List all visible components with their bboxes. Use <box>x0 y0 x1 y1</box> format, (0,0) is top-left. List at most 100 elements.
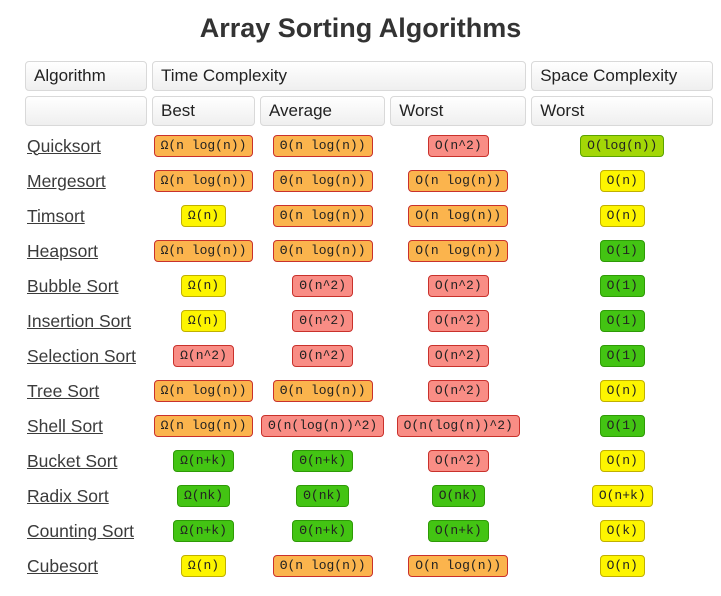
complexity-badge: Ω(n+k) <box>173 520 234 542</box>
complexity-badge: O(1) <box>599 275 645 297</box>
table-row: Heapsort Ω(n log(n)) Θ(n log(n)) O(n log(n)… <box>25 236 713 266</box>
cell-best: Ω(n^2) <box>152 341 255 371</box>
table-row: Timsort Ω(n) Θ(n log(n)) O(n log(n)) O(n) <box>25 201 713 231</box>
complexity-badge: O(n) <box>599 555 645 577</box>
complexity-badge: Θ(n^2) <box>292 310 354 332</box>
header-row-groups: Algorithm Time Complexity Space Complexi… <box>25 61 714 91</box>
cell-space-worst: O(k) <box>531 516 713 546</box>
algorithm-link[interactable]: Heapsort <box>27 240 99 261</box>
algorithm-link[interactable]: Counting Sort <box>27 520 135 541</box>
table-row: Bucket Sort Ω(n+k) Θ(n+k) O(n^2) O(n) <box>25 446 713 476</box>
complexity-badge: Θ(n log(n)) <box>272 240 373 262</box>
cell-average: Θ(n log(n)) <box>260 131 385 161</box>
table-row: Selection Sort Ω(n^2) Θ(n^2) O(n^2) O(1) <box>25 341 713 371</box>
complexity-badge: O(n log(n)) <box>408 170 509 192</box>
cell-algorithm: Timsort <box>25 201 147 231</box>
complexity-badge: O(n^2) <box>427 450 489 472</box>
cell-average: Θ(n+k) <box>260 446 385 476</box>
complexity-badge: O(n) <box>599 450 645 472</box>
cell-worst: O(n+k) <box>390 516 526 546</box>
cell-algorithm: Heapsort <box>25 236 147 266</box>
cell-worst: O(n(log(n))^2) <box>390 411 526 441</box>
complexity-badge: O(1) <box>599 240 645 262</box>
header-space-worst: Worst <box>531 96 714 126</box>
complexity-badge: O(n log(n)) <box>408 555 509 577</box>
complexity-badge: O(1) <box>599 345 645 367</box>
cell-best: Ω(n log(n)) <box>152 411 255 441</box>
complexity-badge: Ω(n^2) <box>173 345 234 367</box>
cell-algorithm: Insertion Sort <box>25 306 147 336</box>
cell-worst: O(n^2) <box>390 306 526 336</box>
table-row: Insertion Sort Ω(n) Θ(n^2) O(n^2) O(1) <box>25 306 713 336</box>
cell-average: Θ(n log(n)) <box>260 551 385 581</box>
cell-algorithm: Counting Sort <box>25 516 147 546</box>
cell-space-worst: O(n) <box>531 551 713 581</box>
complexity-badge: O(n^2) <box>427 275 489 297</box>
cell-algorithm: Selection Sort <box>25 341 147 371</box>
cell-worst: O(nk) <box>390 481 526 511</box>
cell-average: Θ(n^2) <box>260 271 385 301</box>
cell-space-worst: O(n+k) <box>531 481 713 511</box>
complexity-badge: O(1) <box>599 310 645 332</box>
complexity-badge: O(n+k) <box>591 485 653 507</box>
cell-space-worst: O(1) <box>531 411 713 441</box>
algorithm-link[interactable]: Selection Sort <box>27 345 136 366</box>
complexity-badge: Θ(n log(n)) <box>272 555 373 577</box>
table-row: Radix Sort Ω(nk) Θ(nk) O(nk) O(n+k) <box>25 481 713 511</box>
algorithm-link[interactable]: Cubesort <box>27 555 99 576</box>
complexity-badge: Ω(n log(n)) <box>153 170 254 192</box>
sorting-algorithms-table: Algorithm Time Complexity Space Complexi… <box>20 56 718 586</box>
algorithm-link[interactable]: Mergesort <box>27 170 106 191</box>
table-row: Mergesort Ω(n log(n)) Θ(n log(n)) O(n log(n… <box>25 166 713 196</box>
complexity-badge: Ω(nk) <box>176 485 230 507</box>
complexity-badge: O(n log(n)) <box>408 205 509 227</box>
cell-average: Θ(n^2) <box>260 341 385 371</box>
cell-worst: O(n^2) <box>390 131 526 161</box>
cell-space-worst: O(log(n)) <box>531 131 713 161</box>
complexity-badge: O(1) <box>599 415 645 437</box>
complexity-badge: O(n) <box>599 170 645 192</box>
algorithm-link[interactable]: Bucket Sort <box>27 450 118 471</box>
header-space-complexity: Space Complexity <box>531 61 714 91</box>
cell-best: Ω(n) <box>152 271 255 301</box>
header-time-complexity: Time Complexity <box>152 61 527 91</box>
cell-best: Ω(n+k) <box>152 446 255 476</box>
table-row: Counting Sort Ω(n+k) Θ(n+k) O(n+k) O(k) <box>25 516 713 546</box>
complexity-badge: O(n(log(n))^2) <box>396 415 520 437</box>
algorithm-link[interactable]: Insertion Sort <box>27 310 132 331</box>
complexity-badge: Θ(n log(n)) <box>272 205 373 227</box>
complexity-badge: Ω(n log(n)) <box>153 240 254 262</box>
cell-worst: O(n log(n)) <box>390 166 526 196</box>
cell-algorithm: Bucket Sort <box>25 446 147 476</box>
algorithm-link[interactable]: Radix Sort <box>27 485 109 506</box>
algorithm-link[interactable]: Timsort <box>27 205 85 226</box>
table-row: Cubesort Ω(n) Θ(n log(n)) O(n log(n)) O(n) <box>25 551 713 581</box>
cell-average: Θ(nk) <box>260 481 385 511</box>
header-empty <box>25 96 147 126</box>
page: Array Sorting Algorithms Algorithm Time … <box>0 13 721 586</box>
cell-algorithm: Radix Sort <box>25 481 147 511</box>
cell-space-worst: O(n) <box>531 166 713 196</box>
complexity-badge: Θ(n log(n)) <box>272 170 373 192</box>
complexity-badge: O(n) <box>599 380 645 402</box>
cell-algorithm: Mergesort <box>25 166 147 196</box>
complexity-badge: Ω(n) <box>180 275 227 297</box>
header-worst: Worst <box>390 96 527 126</box>
complexity-badge: Θ(n(log(n))^2) <box>261 415 385 437</box>
complexity-badge: O(nk) <box>431 485 485 507</box>
cell-best: Ω(n+k) <box>152 516 255 546</box>
header-algorithm: Algorithm <box>25 61 147 91</box>
algorithm-link[interactable]: Tree Sort <box>27 380 100 401</box>
complexity-badge: Ω(n log(n)) <box>153 135 254 157</box>
cell-best: Ω(n log(n)) <box>152 376 255 406</box>
cell-average: Θ(n log(n)) <box>260 201 385 231</box>
cell-best: Ω(nk) <box>152 481 255 511</box>
cell-space-worst: O(n) <box>531 446 713 476</box>
algorithm-link[interactable]: Quicksort <box>27 135 101 156</box>
algorithm-link[interactable]: Bubble Sort <box>27 275 119 296</box>
complexity-badge: Θ(n+k) <box>292 450 354 472</box>
algorithm-link[interactable]: Shell Sort <box>27 415 103 436</box>
cell-average: Θ(n log(n)) <box>260 166 385 196</box>
complexity-badge: Θ(n log(n)) <box>272 135 373 157</box>
cell-algorithm: Tree Sort <box>25 376 147 406</box>
